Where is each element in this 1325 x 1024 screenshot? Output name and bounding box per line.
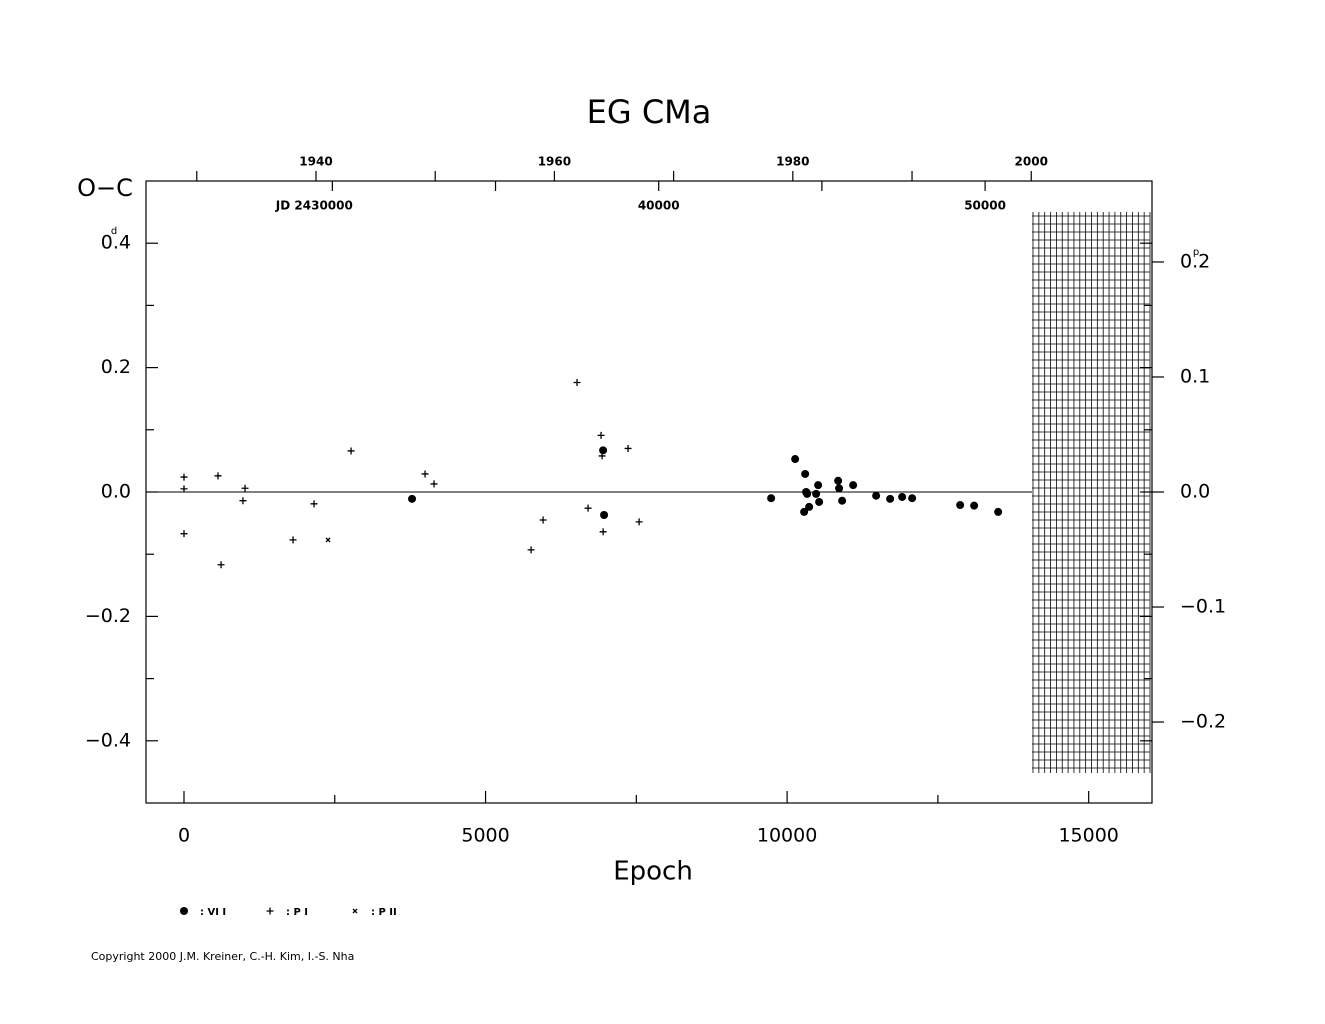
x2-tick-label: 1980 <box>776 155 809 169</box>
data-point <box>310 500 318 508</box>
data-point <box>180 473 188 481</box>
data-point <box>800 507 809 516</box>
data-point <box>994 507 1003 516</box>
data-point <box>872 491 881 500</box>
x2-tick-label: 1960 <box>538 155 571 169</box>
data-point <box>180 485 188 493</box>
data-point <box>598 452 606 460</box>
x2-tick-label: 1940 <box>299 155 332 169</box>
jd-tick-label: 50000 <box>964 199 1006 213</box>
jd-tick-label: 40000 <box>638 199 680 213</box>
data-point <box>803 489 812 498</box>
y2-tick-label: −0.1 <box>1180 596 1226 618</box>
data-point <box>801 469 810 478</box>
legend-marker <box>266 907 274 915</box>
data-point <box>849 481 858 490</box>
y-tick-label: 0.2 <box>101 356 131 378</box>
jd-tick-label: JD 2430000 <box>275 199 353 213</box>
x-tick-label: 0 <box>178 825 190 847</box>
data-point <box>599 446 608 455</box>
data-point <box>898 492 907 501</box>
data-point <box>539 516 547 524</box>
legend-marker <box>180 907 188 915</box>
x-tick-label: 5000 <box>461 825 509 847</box>
y2-tick-label: 0.2 <box>1180 250 1210 272</box>
data-point <box>767 494 776 503</box>
legend-label: : VI I <box>200 907 226 918</box>
x-tick-label: 15000 <box>1058 825 1118 847</box>
data-point <box>239 497 247 505</box>
data-point <box>408 494 417 503</box>
y-tick-label: −0.4 <box>85 729 131 751</box>
data-point <box>814 481 823 490</box>
legend-marker <box>352 908 358 914</box>
x-tick-label: 10000 <box>757 825 817 847</box>
data-point <box>421 470 429 478</box>
data-point <box>289 536 297 544</box>
data-point <box>430 480 438 488</box>
data-point <box>812 489 821 498</box>
data-point <box>624 444 632 452</box>
legend-label: : P II <box>371 907 397 918</box>
copyright: Copyright 2000 J.M. Kreiner, C.-H. Kim, … <box>91 950 354 963</box>
data-point <box>599 528 607 536</box>
data-point <box>956 501 965 510</box>
y2-tick-label: −0.2 <box>1180 711 1226 733</box>
data-point <box>214 472 222 480</box>
data-point <box>791 455 800 464</box>
data-point <box>835 484 844 493</box>
y-axis-label: O−C <box>77 174 133 202</box>
x-axis-label: Epoch <box>613 857 693 887</box>
data-point <box>597 431 605 439</box>
y2-unit: p <box>1193 247 1199 258</box>
data-point <box>573 379 581 387</box>
data-point <box>908 494 917 503</box>
x2-tick-label: 2000 <box>1015 155 1048 169</box>
y-tick-label: −0.2 <box>85 605 131 627</box>
data-point <box>815 497 824 506</box>
data-point <box>886 494 895 503</box>
data-point <box>805 502 814 511</box>
data-point <box>635 518 643 526</box>
y-tick-label: 0.0 <box>101 481 131 503</box>
chart-title: EG CMa <box>587 93 712 131</box>
y-unit: d <box>111 226 117 237</box>
data-point <box>347 447 355 455</box>
data-point <box>584 504 592 512</box>
data-point <box>838 496 847 505</box>
data-point <box>527 546 535 554</box>
legend-label: : P I <box>286 907 308 918</box>
y2-tick-label: 0.0 <box>1180 481 1210 503</box>
data-point <box>217 561 225 569</box>
data-point <box>325 537 331 543</box>
y2-tick-label: 0.1 <box>1180 365 1210 387</box>
data-point <box>970 501 979 510</box>
data-point <box>834 476 843 485</box>
data-point <box>241 484 249 492</box>
data-point <box>600 511 609 520</box>
y-tick-label: 0.4 <box>101 232 131 254</box>
data-point <box>180 530 188 538</box>
